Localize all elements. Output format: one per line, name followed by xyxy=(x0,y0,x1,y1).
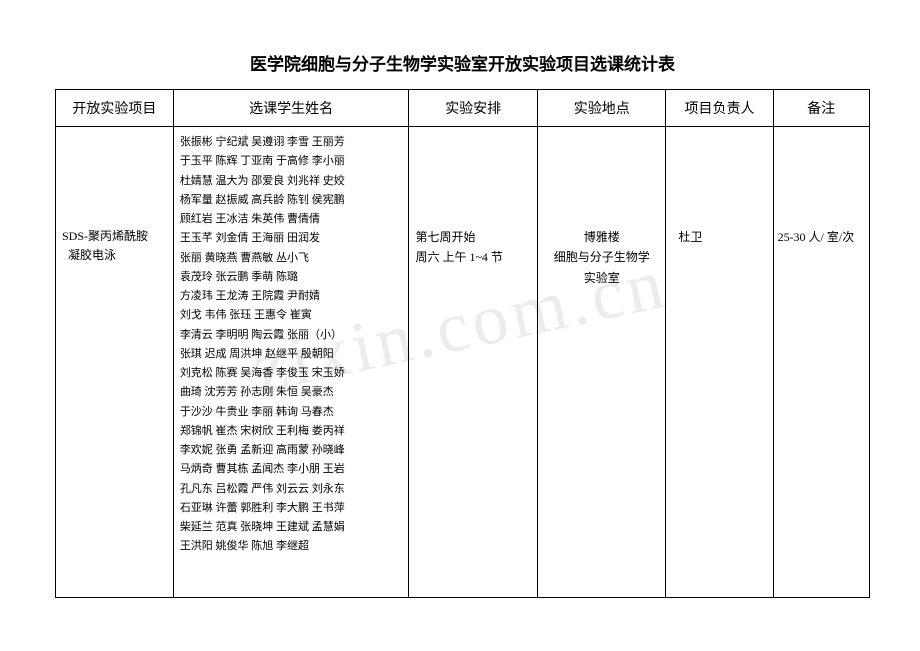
header-notes: 备注 xyxy=(773,90,869,127)
cell-schedule: 第七周开始 周六 上午 1~4 节 xyxy=(409,127,538,598)
student-line: 王洪阳 姚俊华 陈旭 李继超 xyxy=(180,537,403,556)
cell-leader: 杜卫 xyxy=(666,127,773,598)
page-content: 医学院细胞与分子生物学实验室开放实验项目选课统计表 开放实验项目 选课学生姓名 … xyxy=(0,0,920,598)
student-line: 石亚琳 许蕾 郭胜利 李大鹏 王书萍 xyxy=(180,499,403,518)
header-project: 开放实验项目 xyxy=(56,90,174,127)
student-line: 张丽 黄晓燕 曹燕敏 丛小飞 xyxy=(180,249,403,268)
student-line: 于玉平 陈辉 丁亚南 于高修 李小丽 xyxy=(180,152,403,171)
schedule-line2: 周六 上午 1~4 节 xyxy=(415,250,503,264)
student-line: 曲琦 沈芳芳 孙志刚 朱恒 吴豪杰 xyxy=(180,383,403,402)
student-line: 李欢妮 张勇 孟新迎 高雨蒙 孙晓峰 xyxy=(180,441,403,460)
location-line2: 细胞与分子生物学 xyxy=(554,250,650,264)
leader-name: 杜卫 xyxy=(678,230,702,244)
stats-table: 开放实验项目 选课学生姓名 实验安排 实验地点 项目负责人 备注 SDS-聚丙烯… xyxy=(55,89,870,598)
table-header-row: 开放实验项目 选课学生姓名 实验安排 实验地点 项目负责人 备注 xyxy=(56,90,870,127)
student-line: 李清云 李明明 陶云霞 张丽（小） xyxy=(180,326,403,345)
location-line1: 博雅楼 xyxy=(584,230,620,244)
student-line: 张琪 迟成 周洪坤 赵继平 殷朝阳 xyxy=(180,345,403,364)
header-leader: 项目负责人 xyxy=(666,90,773,127)
student-line: 刘克松 陈赛 吴海香 李俊玉 宋玉娇 xyxy=(180,364,403,383)
student-line: 顾红岩 王冰洁 朱英伟 曹倩倩 xyxy=(180,210,403,229)
student-line: 杜婧慧 温大为 邵爱良 刘兆祥 史姣 xyxy=(180,172,403,191)
table-row: SDS-聚丙烯酰胺 凝胶电泳 张振彬 宁纪斌 吴遵诩 李雪 王丽芳于玉平 陈辉 … xyxy=(56,127,870,598)
student-line: 郑锦帆 崔杰 宋树欣 王利梅 娄丙祥 xyxy=(180,422,403,441)
student-line: 张振彬 宁纪斌 吴遵诩 李雪 王丽芳 xyxy=(180,133,403,152)
cell-notes: 25-30 人/ 室/次 xyxy=(773,127,869,598)
cell-students: 张振彬 宁纪斌 吴遵诩 李雪 王丽芳于玉平 陈辉 丁亚南 于高修 李小丽杜婧慧 … xyxy=(173,127,409,598)
notes-text: 25-30 人/ 室/次 xyxy=(778,230,855,244)
cell-location: 博雅楼 细胞与分子生物学 实验室 xyxy=(537,127,666,598)
header-schedule: 实验安排 xyxy=(409,90,538,127)
header-location: 实验地点 xyxy=(537,90,666,127)
student-line: 马炳奇 曹其栋 孟闻杰 李小朋 王岩 xyxy=(180,460,403,479)
student-line: 柴延兰 范真 张晓坤 王建斌 孟慧娟 xyxy=(180,518,403,537)
page-title: 医学院细胞与分子生物学实验室开放实验项目选课统计表 xyxy=(55,50,870,75)
student-line: 方凌玮 王龙涛 王院霞 尹耐婧 xyxy=(180,287,403,306)
cell-project: SDS-聚丙烯酰胺 凝胶电泳 xyxy=(56,127,174,598)
student-line: 于沙沙 牛贵业 李丽 韩询 马春杰 xyxy=(180,403,403,422)
student-line: 王玉芊 刘金倩 王海丽 田润发 xyxy=(180,229,403,248)
header-students: 选课学生姓名 xyxy=(173,90,409,127)
student-line: 刘戈 韦伟 张珏 王惠令 崔寅 xyxy=(180,306,403,325)
location-line3: 实验室 xyxy=(584,271,620,285)
project-line1: SDS-聚丙烯酰胺 xyxy=(62,229,148,243)
student-line: 孔凡东 吕松霞 严伟 刘云云 刘永东 xyxy=(180,480,403,499)
student-line: 袁茂玲 张云鹏 季萌 陈璐 xyxy=(180,268,403,287)
schedule-line1: 第七周开始 xyxy=(415,230,475,244)
student-line: 杨军量 赵振威 高兵龄 陈钊 侯宪鹏 xyxy=(180,191,403,210)
project-line2: 凝胶电泳 xyxy=(68,248,116,262)
